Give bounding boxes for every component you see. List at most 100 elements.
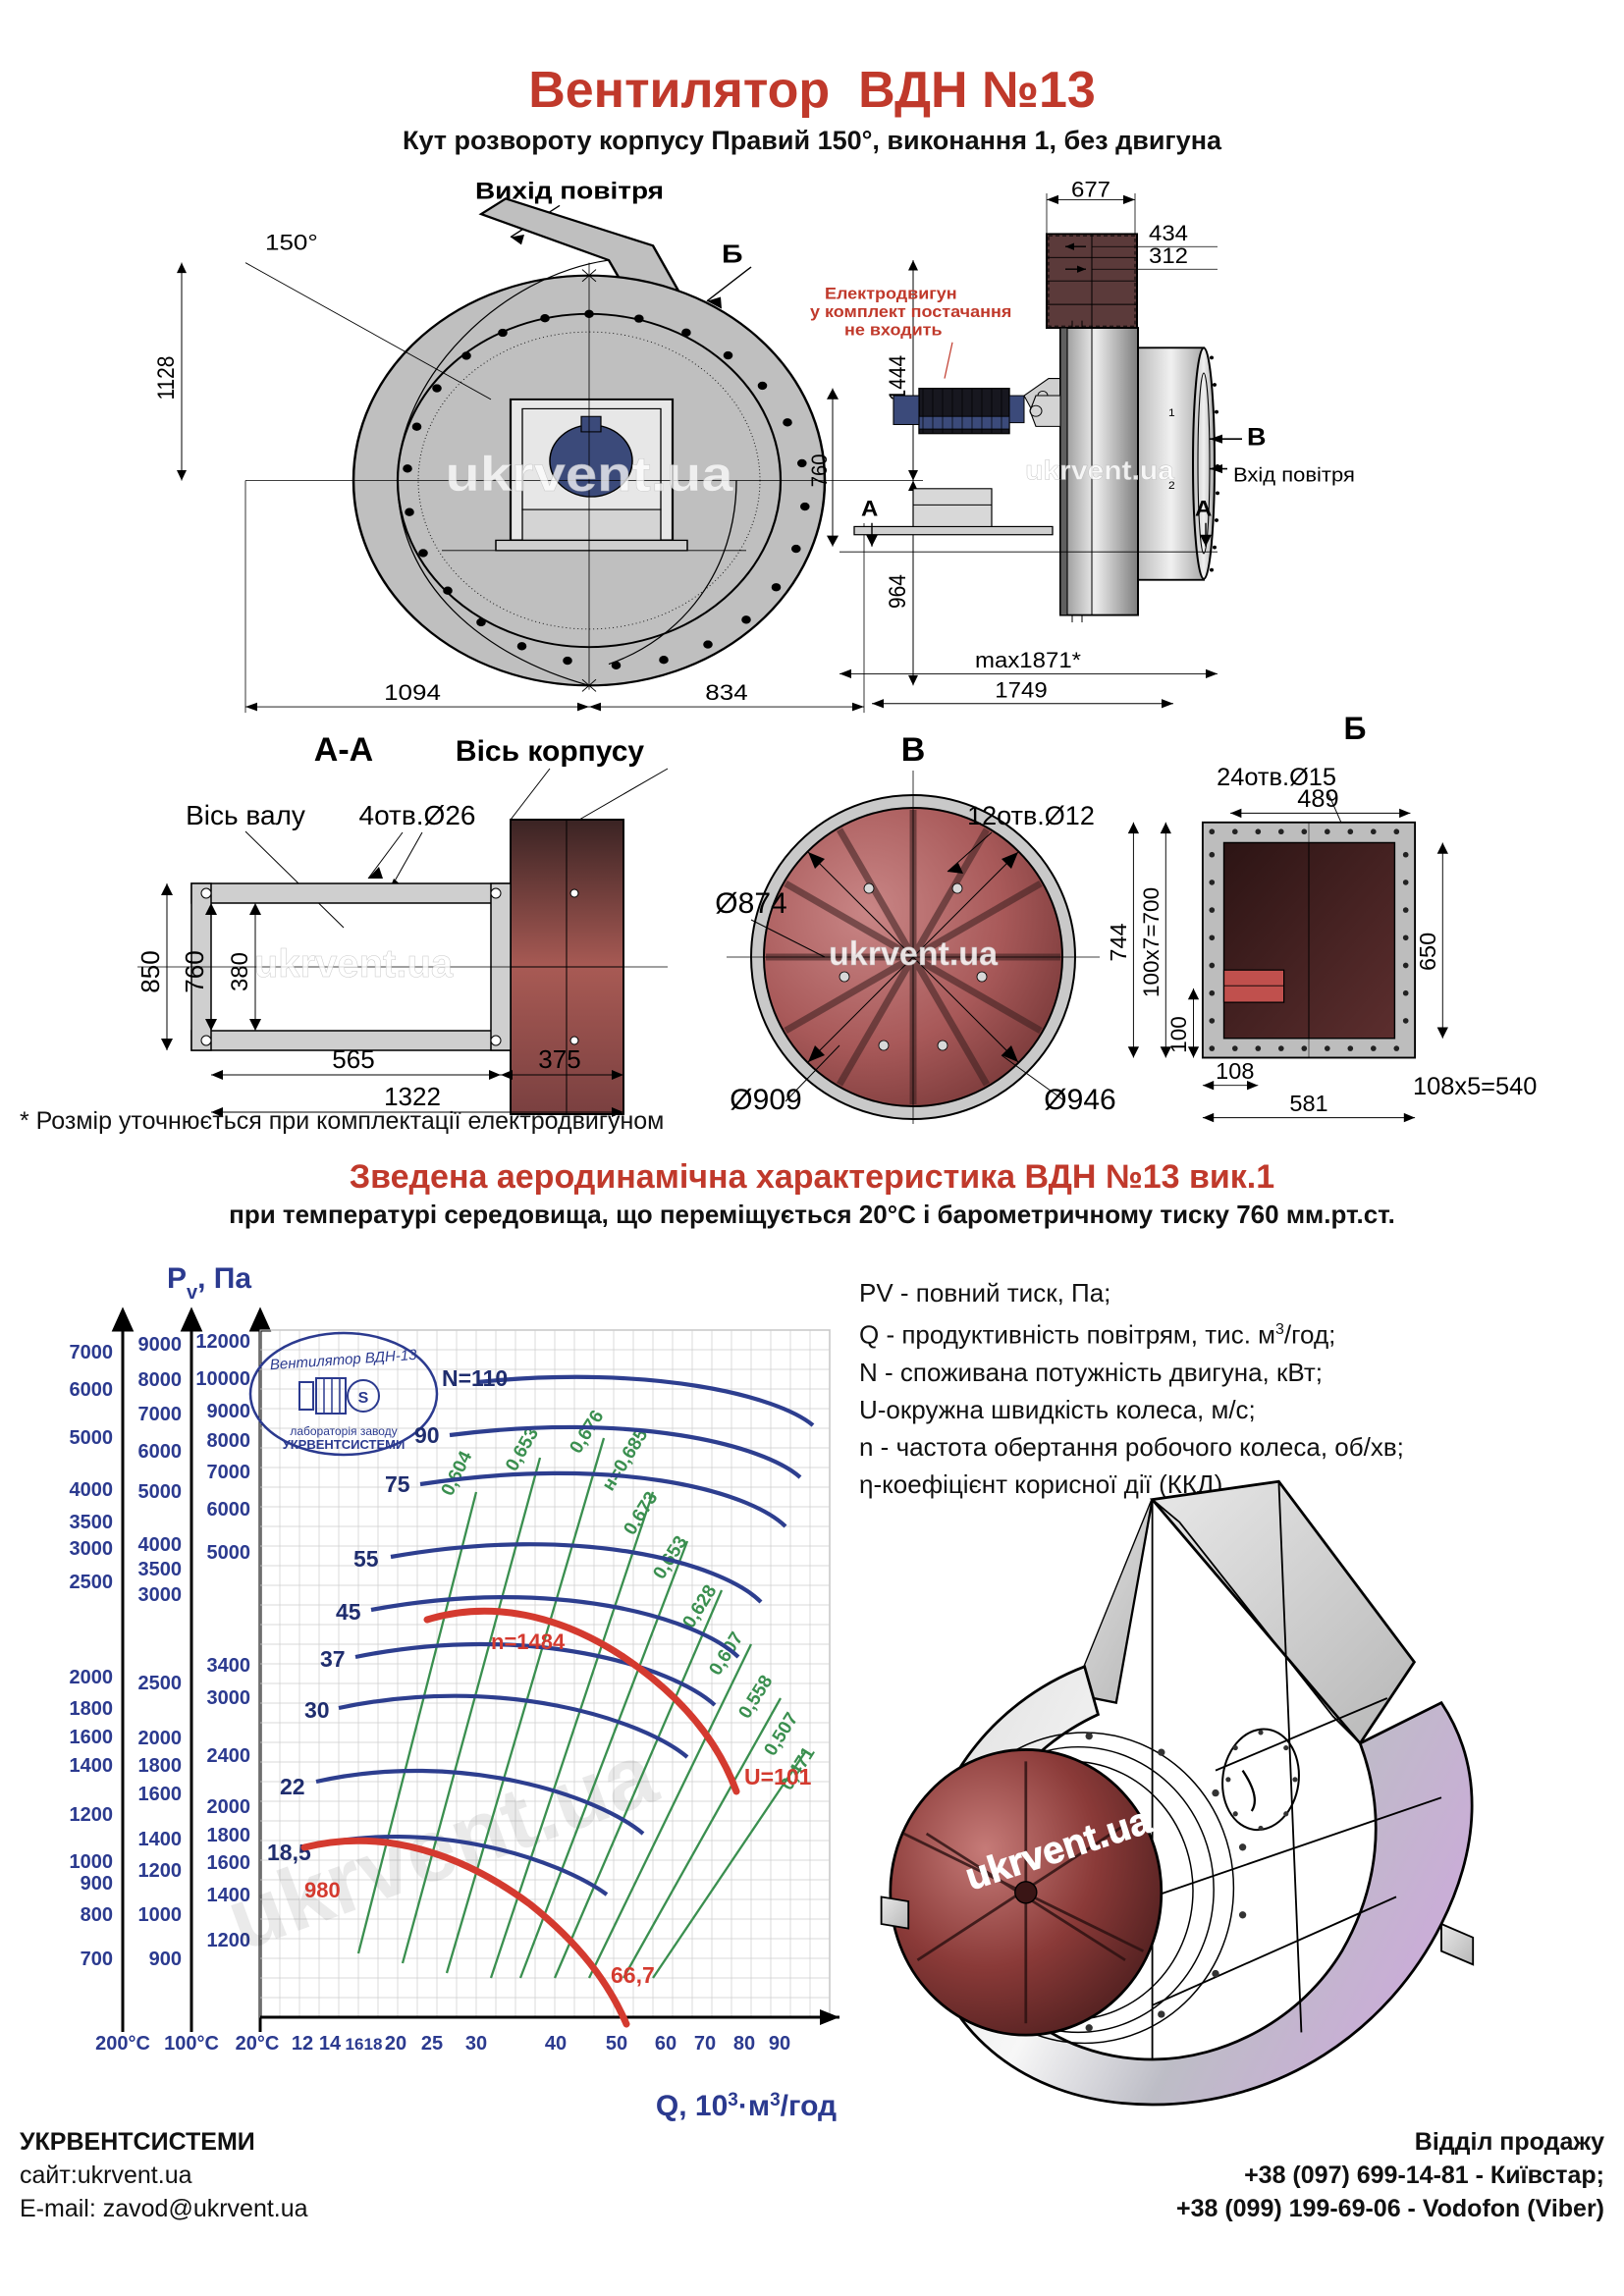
svg-text:8000: 8000 [207, 1430, 251, 1452]
svg-text:Pv, Па: Pv, Па [167, 1266, 251, 1304]
svg-text:0,673: 0,673 [620, 1488, 662, 1538]
svg-text:1000: 1000 [138, 1904, 183, 1926]
svg-text:В: В [1247, 425, 1266, 452]
svg-text:3500: 3500 [70, 1512, 114, 1533]
svg-text:2400: 2400 [207, 1745, 251, 1767]
svg-text:14: 14 [319, 2033, 342, 2055]
svg-text:1400: 1400 [70, 1755, 114, 1777]
svg-text:12: 12 [292, 2033, 313, 2055]
svg-text:100x7=700: 100x7=700 [1139, 887, 1164, 997]
svg-text:1094: 1094 [384, 681, 441, 706]
svg-text:900: 900 [81, 1873, 113, 1895]
svg-text:100: 100 [1166, 1016, 1191, 1053]
svg-text:Електродвигун: Електродвигун [825, 284, 957, 302]
svg-text:ukrvent.ua: ukrvent.ua [1025, 456, 1175, 487]
svg-text:55: 55 [353, 1546, 379, 1572]
svg-text:760: 760 [180, 950, 209, 992]
svg-text:150°: 150° [265, 231, 318, 255]
svg-text:2000: 2000 [207, 1796, 251, 1818]
svg-text:90: 90 [769, 2033, 790, 2055]
svg-text:677: 677 [1071, 178, 1110, 202]
svg-text:Б: Б [722, 240, 743, 268]
svg-text:N=110: N=110 [442, 1365, 508, 1391]
svg-text:12000: 12000 [195, 1331, 250, 1353]
svg-text:ukrvent.ua: ukrvent.ua [254, 942, 454, 986]
svg-text:45: 45 [336, 1599, 361, 1625]
svg-text:1: 1 [1168, 408, 1175, 419]
svg-text:2000: 2000 [70, 1667, 114, 1688]
svg-text:90: 90 [414, 1422, 440, 1448]
svg-text:1600: 1600 [138, 1784, 183, 1805]
svg-text:3000: 3000 [207, 1687, 251, 1709]
svg-text:312: 312 [1149, 243, 1188, 268]
svg-text:9000: 9000 [138, 1334, 183, 1356]
svg-text:18,5: 18,5 [267, 1840, 311, 1865]
svg-text:489: 489 [1297, 785, 1338, 813]
svg-text:ukrvent.ua: ukrvent.ua [829, 935, 999, 973]
svg-text:4отв.Ø26: 4отв.Ø26 [359, 800, 476, 830]
svg-text:2000: 2000 [138, 1728, 183, 1749]
svg-text:50: 50 [606, 2033, 627, 2055]
svg-text:18: 18 [364, 2035, 383, 2054]
svg-text:108: 108 [1216, 1058, 1254, 1084]
svg-text:744: 744 [1106, 923, 1131, 961]
svg-text:Б: Б [1344, 711, 1367, 746]
svg-text:834: 834 [705, 681, 747, 706]
svg-text:1200: 1200 [70, 1804, 114, 1826]
svg-text:75: 75 [385, 1471, 410, 1497]
svg-text:8000: 8000 [138, 1369, 183, 1391]
svg-text:980: 980 [304, 1878, 341, 1902]
svg-text:66,7: 66,7 [611, 1962, 655, 1988]
svg-text:1749: 1749 [995, 677, 1047, 702]
svg-text:Ø874: Ø874 [715, 887, 786, 920]
svg-text:лабораторія заводу: лабораторія заводу [290, 1424, 397, 1438]
svg-text:n=1484: n=1484 [491, 1629, 566, 1654]
svg-text:А: А [861, 496, 879, 520]
svg-text:25: 25 [421, 2033, 443, 2055]
svg-text:760: 760 [808, 454, 832, 488]
svg-text:6000: 6000 [138, 1441, 183, 1463]
svg-text:н=0,685: н=0,685 [598, 1425, 652, 1495]
svg-text:30: 30 [465, 2033, 487, 2055]
svg-text:581: 581 [1289, 1091, 1327, 1116]
svg-text:max1871*: max1871* [975, 648, 1081, 672]
svg-text:380: 380 [227, 952, 253, 991]
svg-text:1000: 1000 [70, 1851, 114, 1873]
svg-text:Вісь корпусу: Вісь корпусу [456, 735, 644, 768]
svg-text:А: А [1195, 496, 1213, 520]
svg-text:16: 16 [346, 2035, 364, 2054]
svg-text:565: 565 [332, 1044, 374, 1074]
svg-text:S: S [358, 1390, 369, 1407]
svg-text:200°C: 200°C [95, 2033, 150, 2055]
svg-text:у комплект постачання: у комплект постачання [810, 302, 1011, 321]
svg-text:5000: 5000 [70, 1427, 114, 1449]
svg-text:1400: 1400 [138, 1829, 183, 1850]
svg-text:6000: 6000 [207, 1499, 251, 1521]
svg-text:2500: 2500 [138, 1673, 183, 1694]
svg-text:4000: 4000 [138, 1534, 183, 1556]
svg-text:4000: 4000 [70, 1479, 114, 1501]
svg-text:Q, 103·м3/год: Q, 103·м3/год [656, 2090, 837, 2123]
svg-text:80: 80 [733, 2033, 755, 2055]
svg-text:375: 375 [538, 1044, 580, 1074]
svg-text:А-А: А-А [314, 731, 373, 769]
svg-text:5000: 5000 [207, 1542, 251, 1564]
svg-text:ukrvent.ua: ukrvent.ua [445, 446, 733, 502]
svg-text:не входить: не входить [844, 320, 943, 339]
svg-text:60: 60 [655, 2033, 677, 2055]
svg-text:0,676: 0,676 [566, 1407, 608, 1457]
svg-text:37: 37 [320, 1646, 346, 1672]
svg-text:Ø909: Ø909 [730, 1084, 801, 1116]
svg-text:0,604: 0,604 [438, 1448, 477, 1499]
svg-text:3000: 3000 [70, 1538, 114, 1560]
svg-text:1600: 1600 [70, 1727, 114, 1748]
svg-text:1800: 1800 [138, 1755, 183, 1777]
svg-text:100°C: 100°C [164, 2033, 219, 2055]
svg-text:3000: 3000 [138, 1584, 183, 1606]
svg-text:7000: 7000 [70, 1342, 114, 1363]
svg-text:9000: 9000 [207, 1401, 251, 1422]
svg-text:850: 850 [135, 950, 165, 992]
svg-text:12отв.Ø12: 12отв.Ø12 [967, 801, 1095, 830]
svg-text:70: 70 [694, 2033, 716, 2055]
svg-text:800: 800 [81, 1904, 113, 1926]
